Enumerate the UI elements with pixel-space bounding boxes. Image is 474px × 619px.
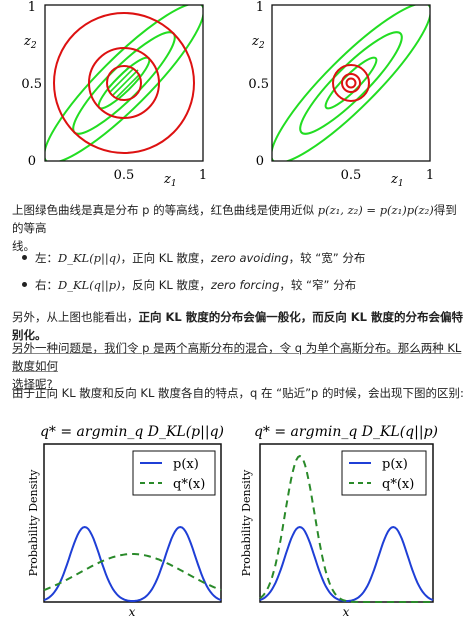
bullet-forward-kl: 左：D_KL(p||q)，正向 KL 散度，zero avoiding，较 “宽…: [22, 249, 365, 267]
p1-text-b: 得到的等高: [12, 203, 457, 235]
top-contour-figures: 1 0.5 0 0.5 1 z1 z2 1 0.5 0 0.5 1 z1 z2: [21, 0, 434, 189]
left-q-curve: [43, 553, 222, 591]
paragraph-question: 另外一种问题是，我们令 p 是两个高斯分布的混合，令 q 为单个高斯分布。那么两…: [12, 339, 464, 393]
right-xtick-05: 0.5: [341, 168, 362, 183]
right-xlabel: z1: [390, 172, 404, 189]
b2-tail: ，较 “窄” 分布: [279, 278, 357, 292]
left-ytick-05: 0.5: [21, 77, 42, 92]
b1-tail: ，较 “宽” 分布: [288, 251, 366, 265]
left-ytick-1: 1: [28, 0, 36, 15]
left-ytick-0: 0: [28, 154, 36, 169]
b1-math: D_KL(p||q): [58, 251, 121, 265]
p1-text-c: 线。: [12, 239, 35, 253]
left-p-curve: [43, 525, 222, 602]
right-legend-q: q*(x): [382, 477, 414, 492]
p1-text-a: 上图绿色曲线是真是分布 p 的等高线，红色曲线是使用近似: [12, 203, 318, 217]
contour-plot-left: 1 0.5 0 0.5 1 z1 z2: [21, 0, 207, 189]
right-xtick-1: 1: [426, 168, 434, 183]
left-ylabel: Probability Density: [27, 469, 40, 577]
left-xlabel: x: [129, 605, 136, 619]
p4-text: 由于正向 KL 散度和反向 KL 散度各自的特点，q 在 “贴近”p 的时候，会…: [12, 386, 464, 400]
left-xtick-1: 1: [199, 168, 207, 183]
bullet-dot: [22, 255, 27, 260]
bottom-density-figures: q* = argmin_q D_KL(p||q) p(x) q*(x) x Pr…: [27, 424, 438, 619]
density-plot-left: q* = argmin_q D_KL(p||q) p(x) q*(x) x Pr…: [27, 424, 224, 619]
p3-line-2: 选择呢?: [12, 377, 53, 391]
right-ytick-05: 0.5: [248, 77, 269, 92]
right-title: q* = argmin_q D_KL(q||p): [254, 424, 438, 440]
b2-italic: zero forcing: [210, 278, 280, 292]
left-legend-p: p(x): [173, 457, 199, 472]
density-plot-right: q* = argmin_q D_KL(q||p) p(x) q*(x) x Pr…: [240, 424, 438, 619]
paragraph-intro-bottom: 由于正向 KL 散度和反向 KL 散度各自的特点，q 在 “贴近”p 的时候，会…: [12, 384, 464, 402]
left-ylabel: z2: [23, 34, 37, 51]
p2-text: 另外，从上图也能看出，: [12, 310, 139, 324]
contour-plot-right: 1 0.5 0 0.5 1 z1 z2: [248, 0, 434, 189]
right-legend-p: p(x): [382, 457, 408, 472]
paragraph-conclusion: 另外，从上图也能看出，正向 KL 散度的分布会偏一般化，而反向 KL 散度的分布…: [12, 308, 474, 344]
left-xlabel: z1: [163, 172, 177, 189]
right-ylabel: z2: [251, 34, 265, 51]
b1-label: 左：: [35, 251, 58, 265]
left-title: q* = argmin_q D_KL(p||q): [40, 424, 224, 440]
p2-bold: 正向 KL 散度的分布会偏一般化，而反向 KL 散度的分布会偏特别化。: [12, 310, 463, 342]
right-p-curve: [259, 525, 434, 602]
right-ytick-1: 1: [256, 0, 264, 15]
left-legend-q: q*(x): [173, 477, 205, 492]
right-xlabel: x: [343, 605, 350, 619]
right-ylabel: Probability Density: [240, 469, 253, 577]
b2-text: ，反向 KL 散度，: [120, 278, 211, 292]
p3-line-1: 另外一种问题是，我们令 p 是两个高斯分布的混合，令 q 为单个高斯分布。那么两…: [12, 341, 462, 373]
b1-text: ，正向 KL 散度，: [120, 251, 211, 265]
left-xtick-05: 0.5: [114, 168, 135, 183]
p1-math: p(z₁, z₂) = p(z₁)p(z₂): [317, 203, 434, 217]
right-q-curve: [259, 454, 433, 603]
right-ytick-0: 0: [256, 154, 264, 169]
bullet-dot: [22, 282, 27, 287]
paragraph-contour-description: 上图绿色曲线是真是分布 p 的等高线，红色曲线是使用近似 p(z₁, z₂) =…: [12, 201, 464, 255]
b1-italic: zero avoiding: [210, 251, 289, 265]
bullet-reverse-kl: 右：D_KL(q||p)，反向 KL 散度，zero forcing，较 “窄”…: [22, 276, 356, 294]
b2-math: D_KL(q||p): [58, 278, 121, 292]
b2-label: 右：: [35, 278, 58, 292]
